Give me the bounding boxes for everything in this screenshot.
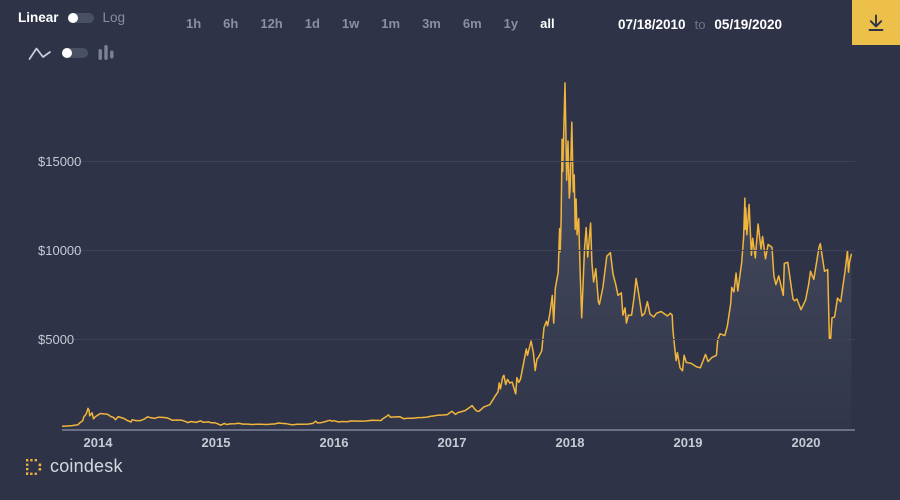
range-button-1h[interactable]: 1h xyxy=(186,16,202,31)
x-axis-label: 2014 xyxy=(83,434,113,450)
y-axis-label: $10000 xyxy=(38,242,82,258)
end-date[interactable]: 05/19/2020 xyxy=(714,17,782,32)
coindesk-logo-text: coindesk xyxy=(50,456,123,476)
bar-chart-icon[interactable] xyxy=(97,42,115,64)
coindesk-logo-icon xyxy=(24,458,42,476)
download-icon xyxy=(865,12,887,34)
y-gridline-5000 xyxy=(70,339,855,341)
range-button-6m[interactable]: 6m xyxy=(462,16,482,31)
scale-toggle: Linear Log xyxy=(18,10,125,25)
x-axis-label: 2016 xyxy=(319,434,349,450)
line-chart-icon[interactable] xyxy=(28,44,53,62)
scale-toggle-switch[interactable] xyxy=(67,12,94,23)
range-button-6h[interactable]: 6h xyxy=(223,16,239,31)
price-line xyxy=(61,82,853,427)
x-axis-label: 2019 xyxy=(673,434,703,450)
x-axis-label: 2015 xyxy=(201,434,231,450)
date-range-picker: 07/18/2010 to 05/19/2020 xyxy=(618,17,782,32)
range-button-3m[interactable]: 3m xyxy=(422,16,441,31)
range-button-1w[interactable]: 1w xyxy=(341,16,360,31)
toggle-knob xyxy=(67,12,78,23)
chart-type-toggle xyxy=(28,42,115,64)
y-gridline-15000 xyxy=(70,160,855,162)
log-scale-label[interactable]: Log xyxy=(102,10,126,25)
x-axis-label: 2020 xyxy=(791,434,821,450)
range-button-1d[interactable]: 1d xyxy=(304,16,320,31)
x-axis-label: 2017 xyxy=(437,434,467,450)
date-range-separator: to xyxy=(694,17,706,32)
toggle-knob xyxy=(62,48,72,58)
y-gridline-10000 xyxy=(70,249,855,251)
range-buttons: 1h 6h 12h 1d 1w 1m 3m 6m 1y all xyxy=(186,16,555,31)
range-button-12h[interactable]: 12h xyxy=(260,16,283,31)
range-button-all[interactable]: all xyxy=(540,16,555,31)
footer-branding: coindesk xyxy=(24,456,123,477)
range-button-1y[interactable]: 1y xyxy=(503,16,519,31)
start-date[interactable]: 07/18/2010 xyxy=(618,17,686,32)
x-axis-label: 2018 xyxy=(555,434,585,450)
linear-scale-label[interactable]: Linear xyxy=(18,10,59,25)
y-axis-label: $5000 xyxy=(38,332,75,348)
price-area-fill xyxy=(62,82,852,429)
range-button-1m[interactable]: 1m xyxy=(381,16,401,31)
chart-type-toggle-switch[interactable] xyxy=(62,48,88,58)
price-line-series xyxy=(61,82,853,429)
y-axis-label: $15000 xyxy=(38,153,82,169)
download-button[interactable] xyxy=(852,0,900,45)
x-axis-line xyxy=(62,428,855,431)
price-chart[interactable]: $5000 $10000 $15000 2014 2015 2016 2017 2018 201… xyxy=(0,55,900,450)
